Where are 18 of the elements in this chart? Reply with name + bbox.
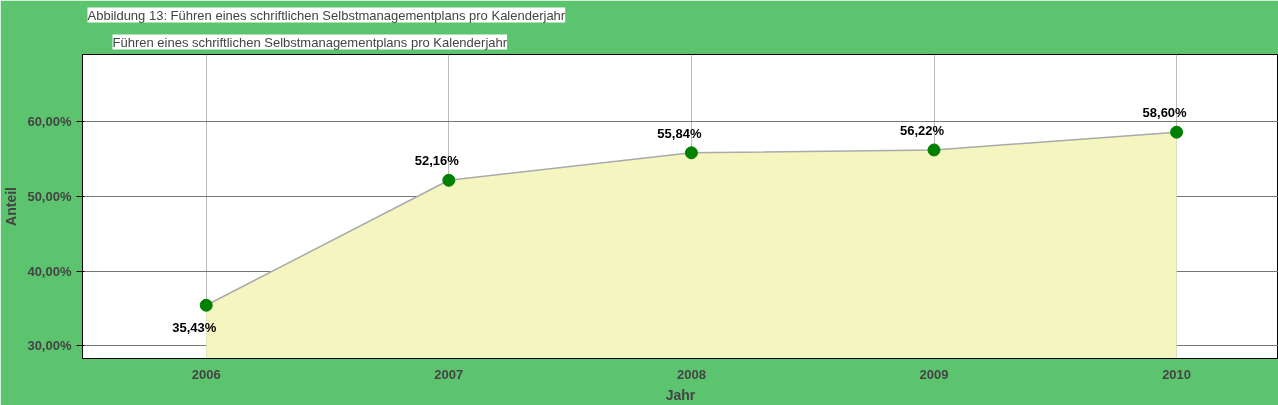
x-tick-label: 2008 [676,366,706,382]
y-tick-label: 60,00% [27,114,72,130]
data-label: 35,43% [172,320,217,336]
x-tick-label: 2007 [434,366,464,382]
data-label: 56,22% [899,122,945,138]
data-label: 58,60% [1142,105,1188,121]
x-tick-label: 2010 [1162,366,1192,382]
x-tick-label: 2006 [191,366,221,382]
y-axis-title: Anteil [3,187,20,226]
chart-title: Führen eines schriftlichen Selbstmanagementplans pro Kalenderjahr [112,34,508,50]
x-tick-label: 2009 [919,366,949,382]
y-tick-label: 30,00% [27,338,72,354]
y-tick-label: 50,00% [27,188,72,204]
text: Abbildung 13: Führen eines schriftlichen Selbstmanagementplans pro Kalenderjahr [87,7,566,23]
y-tick-label: 40,00% [27,263,72,279]
data-label: 52,16% [414,153,460,169]
x-axis-title: Jahr [665,386,696,403]
data-label: 55,84% [657,125,702,141]
